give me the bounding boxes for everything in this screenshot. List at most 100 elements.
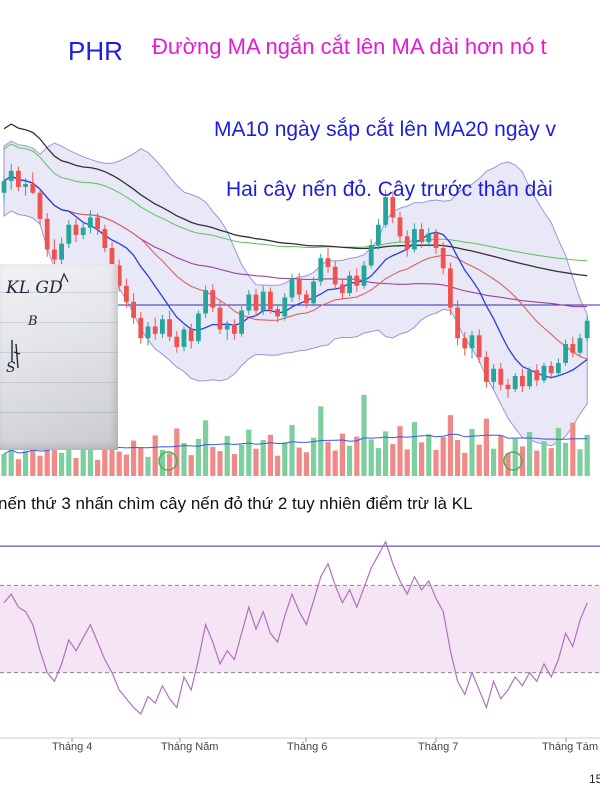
volume-bar [419, 442, 425, 476]
candle [548, 361, 554, 379]
candle [577, 333, 583, 356]
volume-bar [253, 448, 259, 476]
candle-body [570, 344, 576, 353]
candle [505, 378, 511, 398]
candle-body [296, 278, 302, 295]
candle-body [491, 368, 496, 382]
volume-bar [210, 447, 216, 476]
candle [16, 166, 21, 192]
candle-body [426, 233, 432, 243]
candle [426, 227, 432, 247]
volume-bar [289, 424, 295, 476]
ma200-line [3, 123, 588, 277]
candle [203, 285, 208, 318]
ma100-line [3, 143, 588, 262]
candle [347, 271, 352, 296]
candle [570, 336, 576, 358]
candle-body [512, 376, 518, 390]
volume-bar [231, 453, 237, 476]
volume-bar [397, 426, 403, 476]
candle-body [145, 326, 151, 339]
handwritten-s-mark: S [6, 360, 16, 376]
candle [563, 339, 568, 366]
candle [368, 239, 374, 269]
volume-bar [102, 442, 108, 476]
candle-body [80, 227, 86, 235]
volume-bar [469, 429, 475, 476]
annotation-ma10-ma20: MA10 ngày sắp cắt lên MA20 ngày v [214, 118, 557, 141]
candle-body [311, 281, 316, 304]
candle [59, 237, 64, 266]
candle-body [188, 329, 194, 342]
candle-body [419, 229, 424, 243]
candle [462, 332, 468, 356]
volume-bar [15, 459, 21, 476]
volume-bar [131, 440, 137, 476]
candle [196, 310, 201, 344]
volume-bar [195, 438, 201, 476]
volume-bar [505, 453, 511, 476]
candle-body [59, 243, 64, 260]
candle [296, 272, 302, 301]
candle-body [160, 319, 165, 334]
candle-body [390, 197, 396, 218]
candle-body [232, 325, 237, 334]
volume-bar [73, 458, 79, 476]
volume-bar [152, 435, 158, 476]
volume-bar [145, 456, 151, 476]
candle [30, 172, 36, 195]
handwritten-strokes [11, 272, 69, 369]
candle [275, 304, 280, 323]
x-label-thang-tam: Tháng Tám [542, 741, 599, 753]
candle [116, 259, 122, 292]
volume-bar [563, 442, 569, 476]
candle-body [354, 275, 360, 286]
candle-body [174, 336, 180, 347]
candle [476, 329, 482, 363]
volume-bar [411, 422, 417, 476]
candle-body [340, 284, 345, 294]
volume-bar [375, 448, 381, 476]
volume-bar [296, 447, 302, 476]
candle [361, 261, 367, 289]
volume-bar [512, 438, 518, 476]
candle [498, 362, 504, 391]
volume-bar [217, 451, 223, 476]
candle [102, 224, 108, 253]
handwritten-b-mark: B [28, 314, 38, 329]
candle-body [116, 265, 122, 286]
candle-body [289, 278, 295, 298]
volume-bar [476, 444, 482, 476]
candle-body [66, 224, 72, 244]
candle [469, 330, 475, 359]
volume-bar [44, 448, 50, 476]
candle-body [73, 224, 79, 235]
candle-body [383, 197, 388, 225]
candle-body [181, 329, 187, 347]
candle-body [541, 365, 547, 381]
candle-body [1, 181, 7, 193]
candle [145, 322, 151, 346]
candle [80, 221, 86, 240]
candle [397, 211, 403, 243]
volume-bar [8, 445, 14, 476]
candle-body [275, 309, 280, 317]
candle-body [217, 307, 223, 330]
candle-body [376, 224, 381, 246]
candle-body [469, 335, 475, 349]
volume-bar [354, 436, 360, 476]
volume-bar [332, 450, 338, 476]
candle-body [253, 294, 259, 311]
candle-body [152, 326, 158, 334]
candle-body [30, 184, 36, 193]
x-label-thang-4: Tháng 4 [52, 741, 93, 753]
candle [95, 213, 100, 235]
volume-bar [66, 444, 72, 476]
volume-bar [159, 449, 165, 476]
candle-body [304, 294, 309, 304]
candle-body [505, 384, 511, 390]
candle-body [498, 368, 504, 385]
candle-body [520, 376, 525, 387]
candle [383, 189, 388, 228]
candle-body [548, 365, 554, 374]
